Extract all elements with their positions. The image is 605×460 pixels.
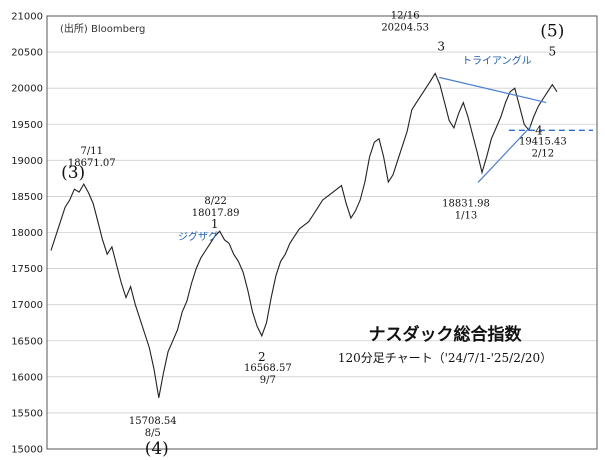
y-tick-label: 19000 — [11, 156, 43, 167]
wave-label: 3 — [437, 39, 445, 53]
annotation-a-0907: 9/7 — [260, 375, 276, 386]
annotation-a-0822v: 18017.89 — [192, 208, 240, 219]
y-tick-label: 20000 — [11, 84, 43, 95]
y-tick-label: 16000 — [11, 372, 43, 383]
annotation-a-0212v: 19415.43 — [519, 136, 567, 147]
plot-frame — [46, 15, 598, 450]
annotation-a-0212: 2/12 — [532, 148, 554, 159]
y-tick-label: 18500 — [11, 192, 43, 203]
annotation-a-0711v: 18671.07 — [68, 158, 116, 169]
wave-label: (3) — [61, 163, 85, 183]
source-note: (出所) Bloomberg — [60, 22, 145, 35]
annotation-a-0805: 8/5 — [145, 428, 161, 439]
y-tick-label: 17000 — [11, 300, 43, 311]
annotation-a-0711: 7/11 — [81, 146, 103, 157]
chart-title: ナスダック総合指数 — [369, 324, 523, 345]
annotation-a-0907v: 16568.57 — [244, 363, 292, 374]
wave-label: (5) — [540, 22, 564, 42]
y-tick-label: 21000 — [11, 12, 43, 23]
annotation-a-1216v: 20204.53 — [381, 22, 429, 33]
zigzag-label: ジグザグ — [178, 230, 218, 243]
triangle-upper-line — [439, 76, 547, 104]
y-tick-label: 15500 — [11, 408, 43, 419]
triangle-trendlines — [439, 76, 547, 183]
wave-label: 2 — [258, 350, 266, 364]
y-tick-label: 19500 — [11, 120, 43, 131]
price-series-line — [50, 72, 558, 398]
chart-subtitle: 120分足チャート（'24/7/1-'25/2/20） — [338, 351, 552, 365]
triangle-label: トライアングル — [462, 54, 532, 67]
wave-label: 4 — [535, 123, 543, 137]
y-tick-label: 20500 — [11, 48, 43, 59]
annotation-a-0822: 8/22 — [204, 196, 226, 207]
y-tick-label: 15000 — [11, 445, 43, 456]
annotation-a-0805v: 15708.54 — [129, 416, 177, 427]
grid — [47, 15, 597, 450]
wave-label: 1 — [211, 217, 219, 231]
triangle-lower-line — [477, 125, 532, 183]
wave-label: (4) — [145, 439, 169, 459]
y-axis-ticks: 15000 15500 16000 16500 17000 17500 18000 18500… — [11, 12, 43, 456]
y-tick-label: 18000 — [11, 228, 43, 239]
annotation-a-1216: 12/16 — [391, 10, 420, 21]
annotation-a-0113v: 18831.98 — [442, 198, 490, 209]
y-tick-label: 16500 — [11, 336, 43, 347]
wave-label: 5 — [548, 45, 556, 59]
wave-labels: (3) (4) 1 2 3 4 (5) 5 — [61, 22, 564, 459]
annotation-a-0113: 1/13 — [455, 210, 477, 221]
y-tick-label: 17500 — [11, 264, 43, 275]
